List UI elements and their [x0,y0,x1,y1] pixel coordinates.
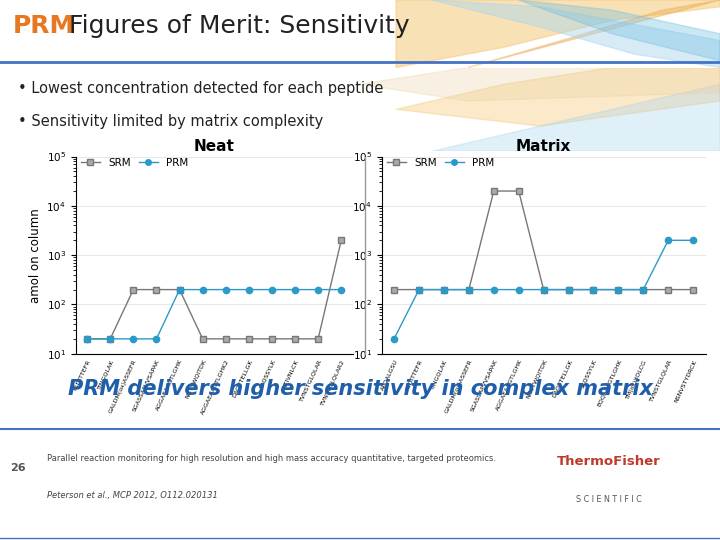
Text: Figures of Merit: Sensitivity: Figures of Merit: Sensitivity [61,14,410,38]
Y-axis label: amol on column: amol on column [30,208,42,302]
Text: PRM: PRM [13,14,75,38]
Text: 26: 26 [10,463,26,473]
Polygon shape [432,0,720,68]
Text: • Sensitivity limited by matrix complexity: • Sensitivity limited by matrix complexi… [18,114,323,130]
Title: Matrix: Matrix [516,139,571,154]
Legend: SRM, PRM: SRM, PRM [81,158,188,168]
Polygon shape [360,68,720,101]
Title: Neat: Neat [194,139,235,154]
Polygon shape [432,84,720,151]
Polygon shape [396,68,720,126]
Text: Peterson et al., MCP 2012, O112.020131: Peterson et al., MCP 2012, O112.020131 [47,491,217,501]
Polygon shape [396,0,720,68]
Legend: SRM, PRM: SRM, PRM [387,158,494,168]
Text: ThermoFisher: ThermoFisher [557,455,660,468]
Text: PRM delivers higher sensitivity in complex matrix: PRM delivers higher sensitivity in compl… [68,379,652,399]
Polygon shape [468,0,720,68]
Text: S C I E N T I F I C: S C I E N T I F I C [575,495,642,504]
Text: Parallel reaction monitoring for high resolution and high mass accuracy quantita: Parallel reaction monitoring for high re… [47,454,496,463]
Text: • Lowest concentration detected for each peptide: • Lowest concentration detected for each… [18,81,383,96]
Polygon shape [518,0,720,60]
